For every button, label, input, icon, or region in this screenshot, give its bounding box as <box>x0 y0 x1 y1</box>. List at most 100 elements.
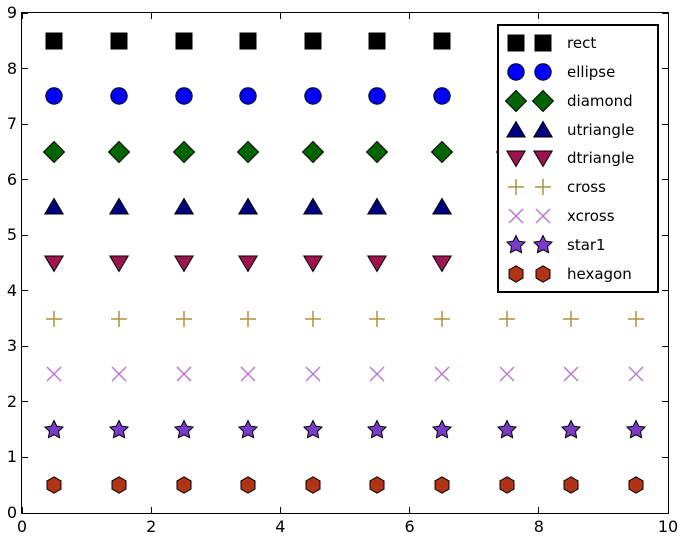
legend-entry-xcross: xcross <box>504 202 657 230</box>
utriangle-marker-icon <box>238 197 259 215</box>
diamond-marker-icon <box>172 140 195 164</box>
y-tick-left <box>22 234 28 236</box>
y-tick-right <box>662 345 668 347</box>
marker-dtriangle <box>172 251 196 279</box>
utriangle-marker-icon <box>44 197 65 215</box>
star1-marker-icon <box>237 419 259 439</box>
xcross-marker-icon <box>508 208 524 224</box>
legend-label: xcross <box>567 206 615 225</box>
marker-xcross <box>42 362 66 390</box>
marker-ellipse <box>42 84 66 112</box>
xcross-marker-icon <box>46 366 62 382</box>
rect-marker-icon <box>45 32 63 50</box>
xcross-marker-icon <box>499 366 514 382</box>
marker-ellipse <box>172 84 196 112</box>
marker-dtriangle <box>236 251 260 279</box>
x-tick-label: 2 <box>146 517 157 536</box>
rect-marker-icon <box>239 32 257 50</box>
rect-marker-icon <box>433 32 451 50</box>
marker-rect <box>301 29 325 57</box>
marker-cross <box>430 307 454 335</box>
hexagon-marker-icon <box>305 476 321 494</box>
hexagon-marker-icon <box>508 264 524 283</box>
marker-utriangle <box>430 195 454 223</box>
hexagon-marker-icon <box>240 476 256 494</box>
marker-utriangle <box>301 195 325 223</box>
marker-xcross <box>301 362 325 390</box>
legend-label: ellipse <box>567 63 616 82</box>
marker-ellipse <box>236 84 260 112</box>
rect-marker-icon <box>304 32 322 50</box>
marker-cross <box>365 307 389 335</box>
dtriangle-marker-icon <box>44 255 65 273</box>
dtriangle-marker-icon <box>173 255 194 273</box>
x-tick-bottom <box>538 507 540 513</box>
marker-star1 <box>172 418 196 446</box>
marker-xcross <box>365 362 389 390</box>
dtriangle-marker-icon <box>532 150 554 168</box>
marker-hexagon <box>172 473 196 501</box>
marker-star1 <box>365 418 389 446</box>
marker-star1 <box>42 418 66 446</box>
marker-hexagon <box>42 473 66 501</box>
y-tick-left <box>22 179 28 181</box>
marker-xcross <box>172 362 196 390</box>
y-tick-label: 2 <box>6 391 17 411</box>
y-tick-label: 8 <box>6 58 17 78</box>
x-tick-bottom <box>150 507 152 513</box>
x-tick-top <box>667 13 669 19</box>
x-tick-bottom <box>667 507 669 513</box>
diamond-marker-icon <box>301 140 324 164</box>
star1-marker-icon <box>505 234 527 254</box>
marker-rect <box>236 29 260 57</box>
xcross-marker-icon <box>563 366 579 382</box>
marker-cross <box>624 307 648 335</box>
utriangle-marker-icon <box>173 197 194 215</box>
cross-marker-icon <box>508 179 524 196</box>
marker-rect <box>430 29 454 57</box>
star1-marker-icon <box>431 419 452 439</box>
star1-marker-icon <box>496 419 517 439</box>
y-tick-right <box>662 179 668 181</box>
ellipse-marker-icon <box>303 87 322 106</box>
hexagon-marker-icon <box>628 476 644 494</box>
marker-xcross <box>495 362 519 390</box>
y-tick-right <box>662 123 668 125</box>
marker-xcross <box>107 362 131 390</box>
ellipse-marker-icon <box>110 87 128 106</box>
xcross-marker-icon <box>240 366 256 382</box>
marker-utriangle <box>172 195 196 223</box>
marker-cross <box>172 307 196 335</box>
marker-star1 <box>107 418 131 446</box>
y-tick-left <box>22 12 28 14</box>
x-tick-bottom <box>21 507 23 513</box>
y-tick-left <box>22 123 28 125</box>
marker-cross <box>495 307 519 335</box>
marker-dtriangle <box>42 251 66 279</box>
marker-dtriangle <box>107 251 131 279</box>
xcross-marker-icon <box>305 366 321 382</box>
cross-marker-icon <box>46 310 63 327</box>
marker-hexagon <box>107 473 131 501</box>
hexagon-marker-icon <box>434 476 450 494</box>
marker-cross <box>42 307 66 335</box>
marker-xcross <box>430 362 454 390</box>
hexagon-marker-icon <box>369 476 385 494</box>
y-tick-label: 5 <box>6 225 17 245</box>
cross-marker-icon <box>369 310 386 327</box>
y-tick-left <box>22 345 28 347</box>
x-tick-label: 8 <box>533 517 544 536</box>
x-tick-label: 6 <box>404 517 415 536</box>
y-tick-left <box>22 401 28 403</box>
diamond-marker-icon <box>504 89 528 113</box>
diamond-marker-icon <box>236 140 260 164</box>
x-tick-top <box>21 13 23 19</box>
cross-marker-icon <box>498 310 515 327</box>
ellipse-marker-icon <box>507 63 525 81</box>
legend-label: rect <box>567 34 597 53</box>
diamond-marker-icon <box>430 140 454 164</box>
marker-diamond <box>236 140 260 168</box>
y-tick-right <box>662 68 668 70</box>
legend-entry-dtriangle: dtriangle <box>504 144 657 172</box>
legend-label: diamond <box>567 91 633 110</box>
